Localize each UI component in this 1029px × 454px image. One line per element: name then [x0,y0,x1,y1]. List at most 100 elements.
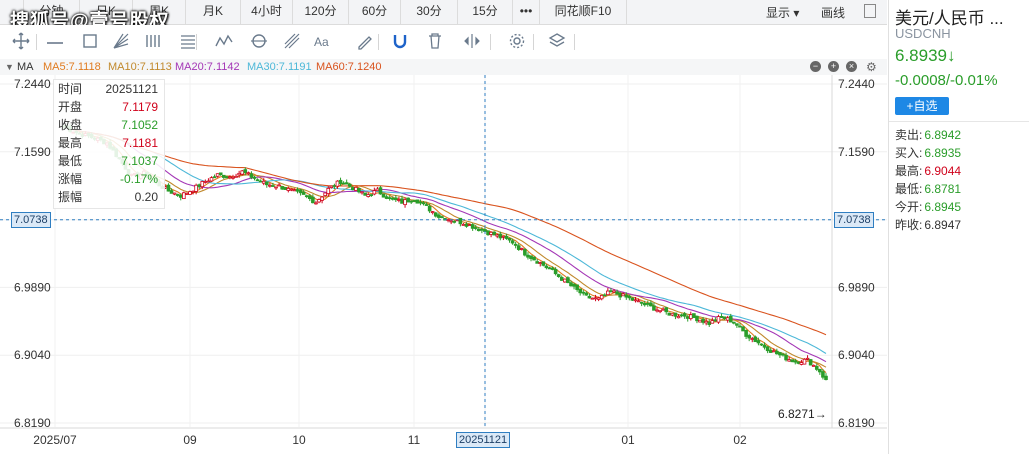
ma-add-icon[interactable]: + [828,61,839,72]
tab-period-2[interactable]: 日K [80,0,133,24]
text-lines-icon[interactable] [176,29,200,53]
tab-period-3[interactable]: 周K [133,0,186,24]
rect-icon[interactable] [78,29,102,53]
candle [741,326,745,332]
display-menu[interactable]: 显示 ▾ [766,6,800,20]
move-icon[interactable] [9,29,33,53]
toolbar-separator [36,34,37,50]
candle-body [283,187,288,190]
candle-body [209,177,214,182]
candle-body [566,277,570,284]
candle-body [655,309,659,312]
candle [473,224,478,231]
tooltip-row: 振幅 0.20 [58,188,158,206]
candle-body [311,196,315,204]
candle-body [805,357,810,360]
ma-line-ma30 [63,126,827,354]
candle [437,213,441,220]
candle [649,300,653,307]
candle-body [188,191,192,195]
candle-body [480,228,484,231]
candle-body [661,308,665,311]
candle-body [258,180,263,183]
cycle-icon[interactable] [247,29,271,53]
ma-up-icon[interactable]: − [810,61,821,72]
candle [369,194,374,197]
fan-icon[interactable] [109,29,133,53]
line-icon[interactable] [43,29,67,53]
tab-period-11[interactable]: 同花顺F10 [540,0,627,24]
candle [507,237,512,243]
candle-body [369,194,374,196]
candle-body [344,182,349,185]
candle-body [759,343,764,346]
candle-body [375,188,380,192]
candle-body [513,243,518,246]
tab-period-4[interactable]: 月K [186,0,241,24]
candle-body [498,233,503,239]
tooltip-label: 时间 [58,82,83,96]
candle [805,355,810,361]
quote-row: 最低: 6.8781 [895,181,961,197]
quote-value: 6.8781 [924,182,962,196]
instrument-code: USDCNH [895,26,951,41]
tab-period-6[interactable]: 120分 [293,0,349,24]
pen-icon[interactable] [353,29,377,53]
candle-body [467,224,472,226]
layers-icon[interactable] [545,29,569,53]
ma-settings-icon[interactable]: ⚙ [866,60,877,74]
tab-period-8[interactable]: 30分 [401,0,458,24]
candle-body [547,267,552,270]
candle-body [212,176,217,179]
y-tick-label-left: 6.8190 [14,416,51,430]
tab-period-10[interactable]: ••• [513,0,540,24]
fork-icon[interactable] [280,29,304,53]
candle [541,261,546,267]
candle-body [523,249,527,256]
candle-body [246,172,251,175]
bars-icon[interactable] [141,29,165,53]
candle-body [366,194,370,197]
collapse-icon[interactable] [864,4,876,18]
magnet-icon[interactable] [388,29,412,53]
candle-body [427,205,432,212]
candle [231,174,235,180]
candle-body [728,316,733,323]
ma-legend-row: ▼ MA MA5:7.1118 MA10:7.1113 MA20:7.1142 MA3… [0,59,887,75]
candle [667,312,672,316]
candle-body [606,290,610,296]
candle-body [182,192,186,200]
tab-period-7[interactable]: 60分 [349,0,401,24]
candle-body [609,290,613,293]
measure-icon[interactable] [460,29,484,53]
candle-body [470,224,475,229]
candle-body [753,336,758,343]
ma-toggle-icon[interactable]: ▼ [5,62,14,72]
tab-period-5[interactable]: 4小时 [241,0,293,24]
candle-body [409,200,414,203]
candle-body [692,313,696,319]
candle [599,294,604,301]
candle [553,267,558,276]
tab-period-1[interactable]: 分钟 [24,0,80,24]
quote-row: 今开: 6.8945 [895,199,961,215]
settings-icon[interactable] [505,29,529,53]
ma-close-icon[interactable]: × [846,61,857,72]
draw-line-tab[interactable]: 画线 [821,6,846,20]
toolbar-separator [196,34,197,50]
candle-body [590,297,595,300]
candle [363,192,367,196]
tab-icon[interactable] [0,0,24,24]
candle [323,192,327,197]
candle [504,233,509,240]
candle [209,176,214,182]
trash-icon[interactable] [423,29,447,53]
candle-body [747,335,751,339]
add-watchlist-button[interactable]: +自选 [895,97,949,115]
candle-body [464,223,469,227]
candle-body [268,184,272,187]
candle [590,297,595,300]
text-icon[interactable]: Aa [310,29,334,53]
wave-icon[interactable] [212,29,236,53]
tab-period-9[interactable]: 15分 [458,0,513,24]
